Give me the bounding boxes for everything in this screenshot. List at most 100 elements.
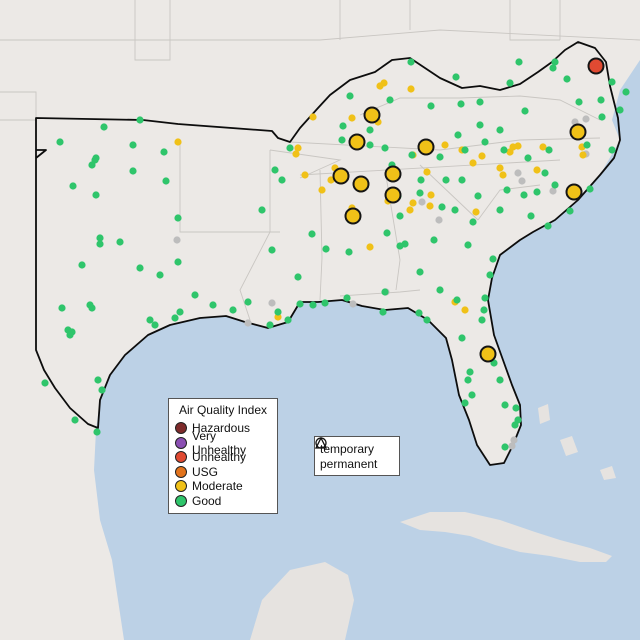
unhealthy-temporary-site-marker[interactable]	[587, 57, 605, 75]
good-site-dot[interactable]	[268, 246, 276, 254]
good-site-dot[interactable]	[520, 191, 528, 199]
moderate-temporary-site-marker[interactable]	[332, 167, 350, 185]
good-site-dot[interactable]	[381, 144, 389, 152]
moderate-site-dot[interactable]	[533, 166, 541, 174]
good-site-dot[interactable]	[396, 212, 404, 220]
good-site-dot[interactable]	[608, 146, 616, 154]
moderate-temporary-site-marker[interactable]	[565, 183, 583, 201]
good-site-dot[interactable]	[469, 218, 477, 226]
moderate-temporary-site-marker[interactable]	[569, 123, 587, 141]
good-site-dot[interactable]	[436, 286, 444, 294]
good-site-dot[interactable]	[416, 268, 424, 276]
good-site-dot[interactable]	[466, 368, 474, 376]
good-site-dot[interactable]	[496, 376, 504, 384]
moderate-site-dot[interactable]	[366, 243, 374, 251]
good-site-dot[interactable]	[383, 229, 391, 237]
moderate-site-dot[interactable]	[478, 152, 486, 160]
good-site-dot[interactable]	[597, 96, 605, 104]
good-site-dot[interactable]	[94, 376, 102, 384]
moderate-site-dot[interactable]	[423, 168, 431, 176]
good-site-dot[interactable]	[489, 255, 497, 263]
moderate-site-dot[interactable]	[441, 141, 449, 149]
inactive-site-dot[interactable]	[435, 216, 443, 224]
good-site-dot[interactable]	[423, 316, 431, 324]
good-site-dot[interactable]	[88, 161, 96, 169]
good-site-dot[interactable]	[457, 100, 465, 108]
moderate-site-dot[interactable]	[579, 151, 587, 159]
good-site-dot[interactable]	[339, 122, 347, 130]
good-site-dot[interactable]	[500, 146, 508, 154]
good-site-dot[interactable]	[575, 98, 583, 106]
good-site-dot[interactable]	[415, 309, 423, 317]
good-site-dot[interactable]	[284, 316, 292, 324]
good-site-dot[interactable]	[468, 391, 476, 399]
good-site-dot[interactable]	[286, 144, 294, 152]
good-site-dot[interactable]	[438, 203, 446, 211]
moderate-site-dot[interactable]	[348, 114, 356, 122]
inactive-site-dot[interactable]	[418, 198, 426, 206]
moderate-temporary-site-marker[interactable]	[384, 186, 402, 204]
good-site-dot[interactable]	[396, 242, 404, 250]
moderate-site-dot[interactable]	[301, 171, 309, 179]
good-site-dot[interactable]	[524, 154, 532, 162]
good-site-dot[interactable]	[464, 376, 472, 384]
good-site-dot[interactable]	[176, 308, 184, 316]
moderate-site-dot[interactable]	[406, 206, 414, 214]
moderate-temporary-site-marker[interactable]	[363, 106, 381, 124]
inactive-site-dot[interactable]	[173, 236, 181, 244]
inactive-site-dot[interactable]	[510, 436, 518, 444]
good-site-dot[interactable]	[451, 206, 459, 214]
good-site-dot[interactable]	[160, 148, 168, 156]
good-site-dot[interactable]	[533, 188, 541, 196]
good-site-dot[interactable]	[69, 182, 77, 190]
good-site-dot[interactable]	[480, 306, 488, 314]
good-site-dot[interactable]	[345, 248, 353, 256]
good-site-dot[interactable]	[512, 404, 520, 412]
moderate-site-dot[interactable]	[427, 191, 435, 199]
good-site-dot[interactable]	[116, 238, 124, 246]
good-site-dot[interactable]	[92, 191, 100, 199]
good-site-dot[interactable]	[521, 107, 529, 115]
good-site-dot[interactable]	[598, 113, 606, 121]
good-site-dot[interactable]	[416, 189, 424, 197]
good-site-dot[interactable]	[271, 166, 279, 174]
moderate-temporary-site-marker[interactable]	[352, 175, 370, 193]
good-site-dot[interactable]	[442, 176, 450, 184]
good-site-dot[interactable]	[308, 230, 316, 238]
moderate-site-dot[interactable]	[461, 306, 469, 314]
good-site-dot[interactable]	[151, 321, 159, 329]
good-site-dot[interactable]	[427, 102, 435, 110]
good-site-dot[interactable]	[322, 245, 330, 253]
good-site-dot[interactable]	[191, 291, 199, 299]
good-site-dot[interactable]	[71, 416, 79, 424]
moderate-temporary-site-marker[interactable]	[417, 138, 435, 156]
good-site-dot[interactable]	[129, 141, 137, 149]
good-site-dot[interactable]	[386, 96, 394, 104]
inactive-site-dot[interactable]	[349, 300, 357, 308]
good-site-dot[interactable]	[511, 421, 519, 429]
good-site-dot[interactable]	[486, 271, 494, 279]
good-site-dot[interactable]	[474, 192, 482, 200]
good-site-dot[interactable]	[258, 206, 266, 214]
good-site-dot[interactable]	[501, 443, 509, 451]
good-site-dot[interactable]	[343, 294, 351, 302]
moderate-site-dot[interactable]	[496, 164, 504, 172]
good-site-dot[interactable]	[407, 58, 415, 66]
good-site-dot[interactable]	[515, 58, 523, 66]
good-site-dot[interactable]	[476, 121, 484, 129]
good-site-dot[interactable]	[506, 79, 514, 87]
moderate-temporary-site-marker[interactable]	[348, 133, 366, 151]
good-site-dot[interactable]	[96, 240, 104, 248]
moderate-site-dot[interactable]	[294, 144, 302, 152]
good-site-dot[interactable]	[174, 214, 182, 222]
moderate-site-dot[interactable]	[469, 159, 477, 167]
good-site-dot[interactable]	[146, 316, 154, 324]
good-site-dot[interactable]	[136, 264, 144, 272]
good-site-dot[interactable]	[278, 176, 286, 184]
inactive-site-dot[interactable]	[244, 319, 252, 327]
good-site-dot[interactable]	[461, 399, 469, 407]
good-site-dot[interactable]	[566, 207, 574, 215]
good-site-dot[interactable]	[136, 116, 144, 124]
good-site-dot[interactable]	[93, 428, 101, 436]
good-site-dot[interactable]	[608, 78, 616, 86]
